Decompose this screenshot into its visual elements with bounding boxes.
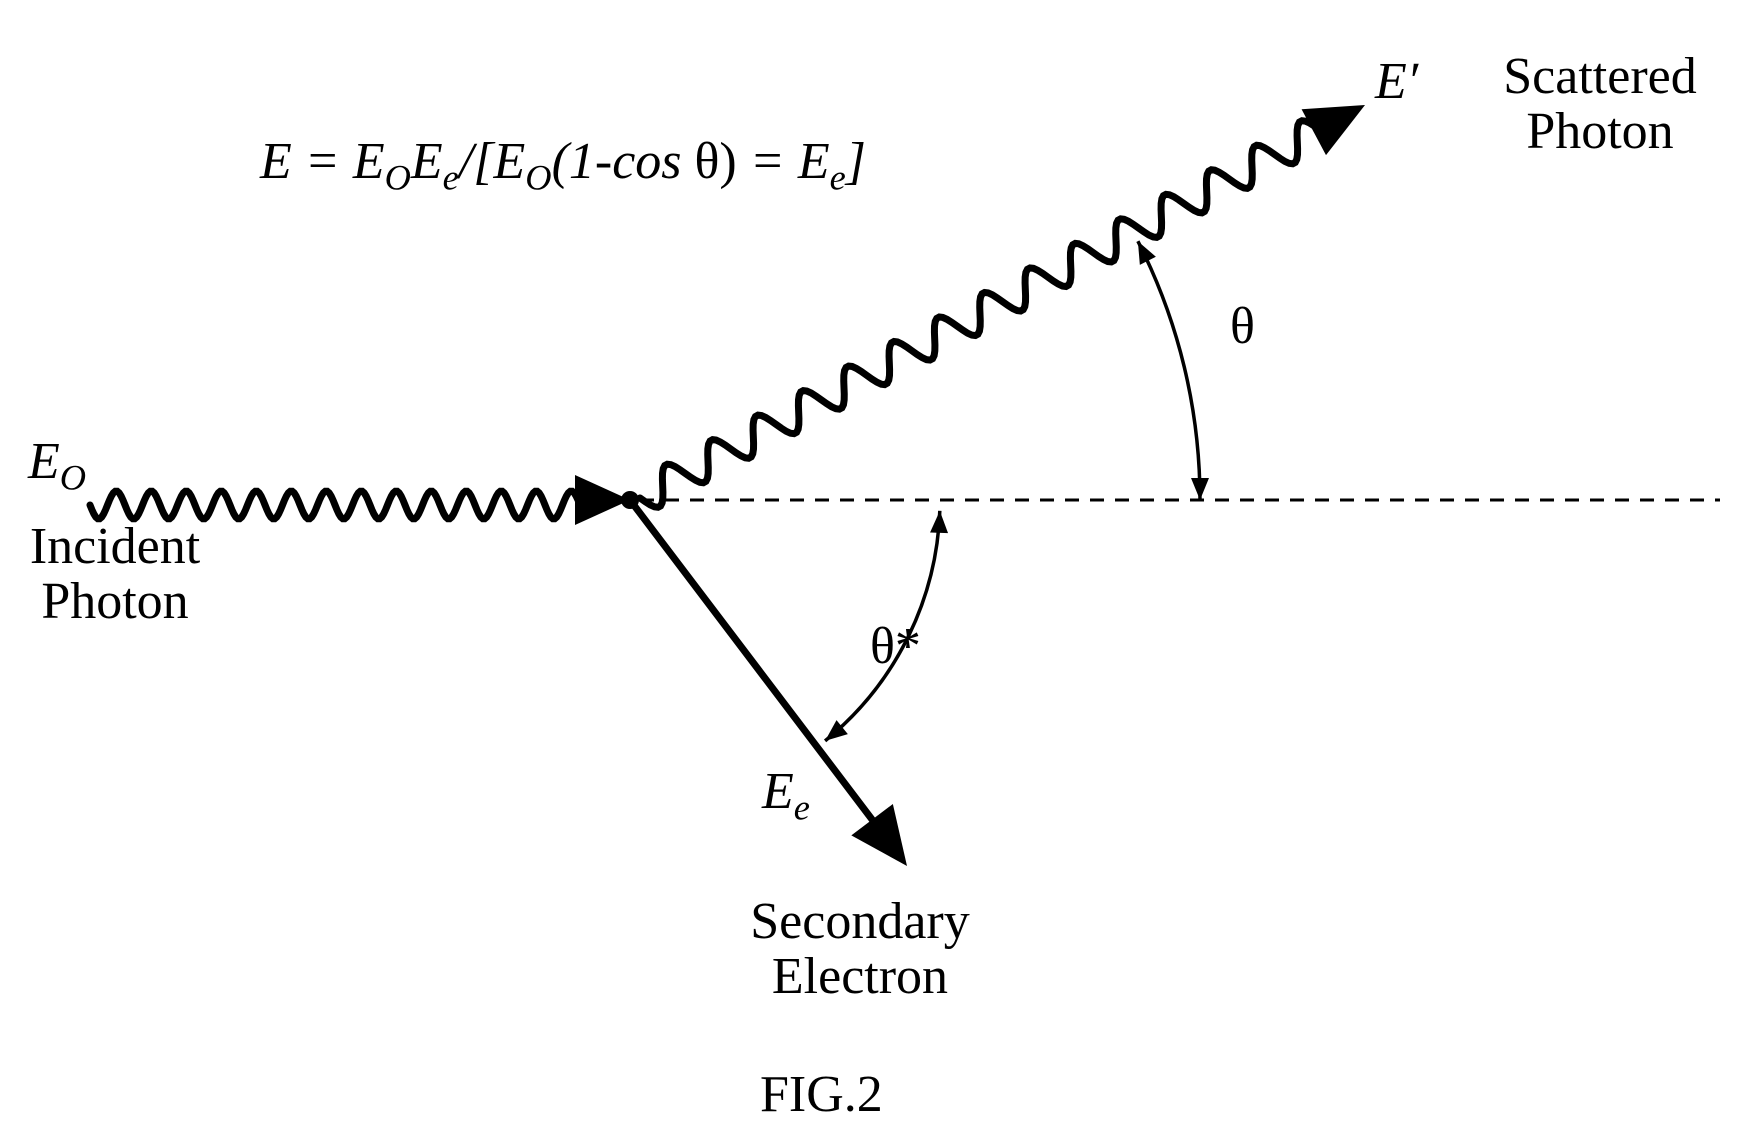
E0-sub: O <box>60 457 86 497</box>
incident-line1: Incident <box>0 520 230 575</box>
scattered-line2: Photon <box>1470 105 1730 160</box>
scattered-line1: Scattered <box>1470 50 1730 105</box>
incident-photon-wave <box>90 491 580 519</box>
label-incident-photon: Incident Photon <box>0 520 230 629</box>
label-secondary-electron: Secondary Electron <box>715 895 1005 1004</box>
interaction-point <box>621 491 639 509</box>
Ee-sub: e <box>794 787 810 827</box>
diagram-root: EO Incident Photon E′ Scattered Photon E… <box>0 0 1745 1138</box>
figure-caption: FIG.2 <box>760 1068 883 1123</box>
formula: E = EOEe/[EO(1-cos θ) = Ee] <box>260 135 866 197</box>
secondary-electron-line <box>630 500 880 830</box>
label-Ee: Ee <box>762 765 810 827</box>
Ee-E: E <box>762 763 794 820</box>
label-E0: EO <box>28 435 86 497</box>
E0-E: E <box>28 433 60 490</box>
label-E-prime: E′ <box>1375 55 1418 110</box>
theta-arc <box>1138 241 1200 500</box>
incident-line2: Photon <box>0 575 230 630</box>
label-theta: θ <box>1230 300 1255 355</box>
electron-line2: Electron <box>715 950 1005 1005</box>
label-scattered-photon: Scattered Photon <box>1470 50 1730 159</box>
electron-line1: Secondary <box>715 895 1005 950</box>
label-theta-star: θ* <box>870 620 921 675</box>
